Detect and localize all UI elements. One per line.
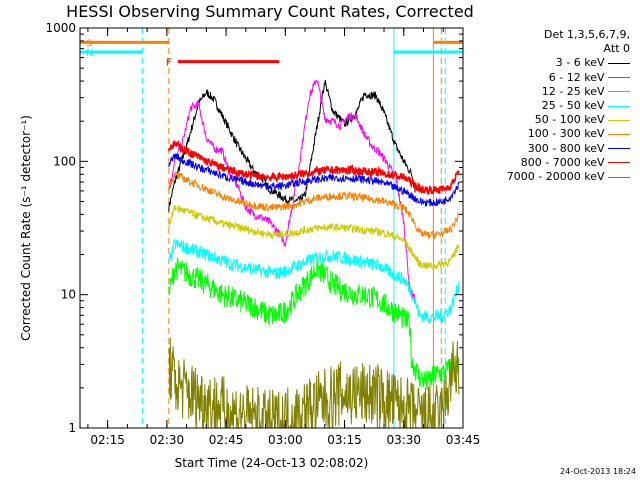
legend-item-5: 50 - 100 keV [470, 113, 630, 127]
series-25-to-50kev [168, 239, 460, 325]
legend-swatch [608, 62, 630, 64]
legend: Det 1,3,5,6,7,9, Att 0 3 - 6 keV 6 - 12 … [470, 28, 630, 184]
legend-label: 6 - 12 keV [548, 70, 608, 84]
y-tick-label: 10 [61, 288, 76, 302]
legend-swatch [608, 148, 630, 150]
legend-label: 300 - 800 keV [527, 141, 608, 155]
x-tick-label: 03:15 [327, 433, 362, 447]
series-6-to-12kev [168, 79, 416, 304]
legend-label: 100 - 300 keV [527, 127, 608, 141]
legend-label: 7000 - 20000 keV [506, 170, 608, 184]
y-tick-label: 1000 [45, 21, 76, 35]
legend-swatch [608, 91, 630, 93]
legend-item-7: 300 - 800 keV [470, 142, 630, 156]
legend-label: 25 - 50 keV [541, 99, 608, 113]
legend-item-2: 6 - 12 keV [470, 71, 630, 85]
legend-item-6: 100 - 300 keV [470, 127, 630, 141]
legend-item-3: 12 - 25 keV [470, 85, 630, 99]
series-3-to-6kev [168, 79, 416, 212]
legend-item-1: 3 - 6 keV [470, 56, 630, 70]
x-axis-label: Start Time (24-Oct-13 02:08:02) [175, 456, 369, 470]
y-tick-label: 100 [53, 154, 76, 168]
y-tick-label: 1 [68, 421, 76, 435]
series-7000-to-20000kev [168, 337, 460, 430]
chart-title: HESSI Observing Summary Count Rates, Cor… [66, 2, 474, 21]
legend-label: 3 - 6 keV [555, 56, 608, 70]
series-50-to-100kev [168, 204, 460, 271]
x-tick-label: 02:45 [209, 433, 244, 447]
legend-swatch [608, 133, 630, 135]
flags-layer: SN F [80, 38, 463, 69]
legend-item-4: 25 - 50 keV [470, 99, 630, 113]
x-tick-label: 02:15 [90, 433, 125, 447]
x-tick-label: 02:30 [150, 433, 185, 447]
plot-frame [79, 27, 464, 429]
timestamp: 24-Oct-2013 18:24 [560, 467, 636, 476]
legend-item-8: 800 - 7000 keV [470, 156, 630, 170]
legend-item-9: 7000 - 20000 keV [470, 170, 630, 184]
flag-f-label: F [166, 58, 172, 69]
legend-swatch [608, 162, 630, 164]
legend-swatch [608, 119, 630, 121]
y-axis-label: Corrected Count Rate (s⁻¹ detector⁻¹) [19, 115, 33, 341]
markers-layer [141, 28, 446, 428]
legend-items: 3 - 6 keV 6 - 12 keV 12 - 25 keV 25 - 50… [470, 56, 630, 184]
legend-header-line-2: Att 0 [603, 42, 630, 56]
legend-header-line-1: Det 1,3,5,6,7,9, [543, 28, 630, 41]
legend-swatch [608, 77, 630, 79]
axes-layer: 1 10 100 1000 02:15 02:30 02:45 03:00 03:15 03:30… [19, 21, 480, 470]
series-800-to-7000kev [168, 140, 460, 195]
legend-swatch [608, 105, 630, 107]
legend-swatch [608, 176, 630, 178]
series-300-to-800kev [168, 153, 460, 207]
flag-n-label: N [86, 48, 93, 59]
legend-label: 12 - 25 keV [541, 84, 608, 98]
legend-label: 800 - 7000 keV [520, 155, 608, 169]
x-tick-label: 03:45 [446, 433, 481, 447]
series-100-to-300kev [168, 171, 460, 240]
x-tick-label: 03:30 [386, 433, 421, 447]
flag-s-label: S [86, 38, 92, 49]
x-tick-label: 03:00 [268, 433, 303, 447]
series-layer [168, 79, 460, 430]
series-12-to-25kev [168, 255, 460, 390]
legend-label: 50 - 100 keV [534, 113, 608, 127]
